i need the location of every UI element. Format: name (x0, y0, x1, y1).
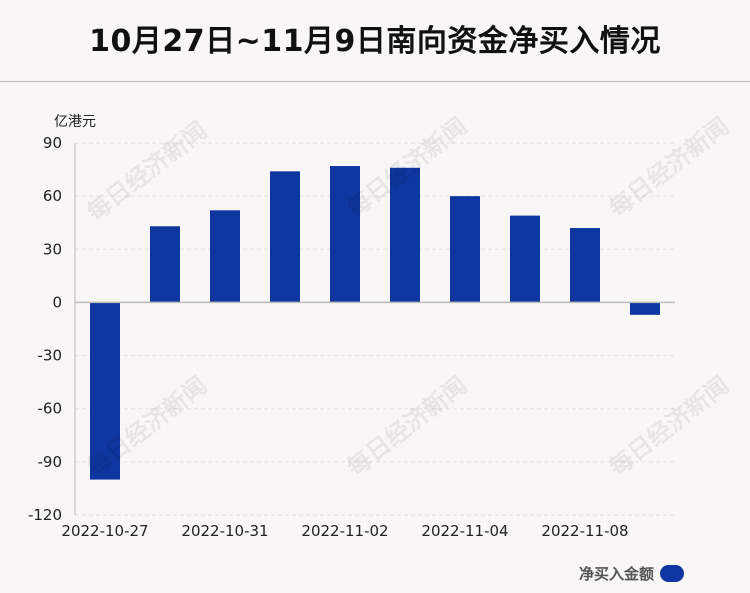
legend-label: 净买入金额 (578, 565, 654, 583)
y-tick-label: 90 (43, 134, 62, 152)
bar (390, 167, 420, 303)
y-tick-label: 60 (43, 187, 62, 205)
title-divider (0, 81, 750, 82)
bar (450, 196, 480, 303)
bar (210, 210, 240, 303)
bar (90, 302, 120, 480)
y-tick-label: -120 (28, 506, 62, 524)
bar (330, 166, 360, 303)
bar (630, 302, 660, 315)
bar (570, 228, 600, 303)
legend-swatch-icon (660, 565, 684, 582)
bar (510, 215, 540, 303)
x-tick-label: 2022-10-27 (61, 522, 148, 540)
bar (150, 226, 180, 303)
legend[interactable]: 净买入金额 (579, 563, 684, 584)
y-tick-label: -90 (38, 453, 63, 471)
x-tick-label: 2022-11-08 (541, 522, 628, 540)
y-axis-unit: 亿港元 (54, 114, 96, 130)
y-tick-label: -60 (38, 400, 63, 418)
x-tick-label: 2022-11-04 (421, 522, 508, 540)
chart-title: 10月27日~11月9日南向资金净买入情况 (89, 24, 661, 59)
y-tick-label: 0 (52, 293, 62, 311)
x-tick-label: 2022-10-31 (181, 522, 268, 540)
bar (270, 171, 300, 303)
y-tick-label: 30 (43, 240, 62, 258)
x-tick-label: 2022-11-02 (301, 522, 388, 540)
y-tick-label: -30 (38, 347, 63, 365)
